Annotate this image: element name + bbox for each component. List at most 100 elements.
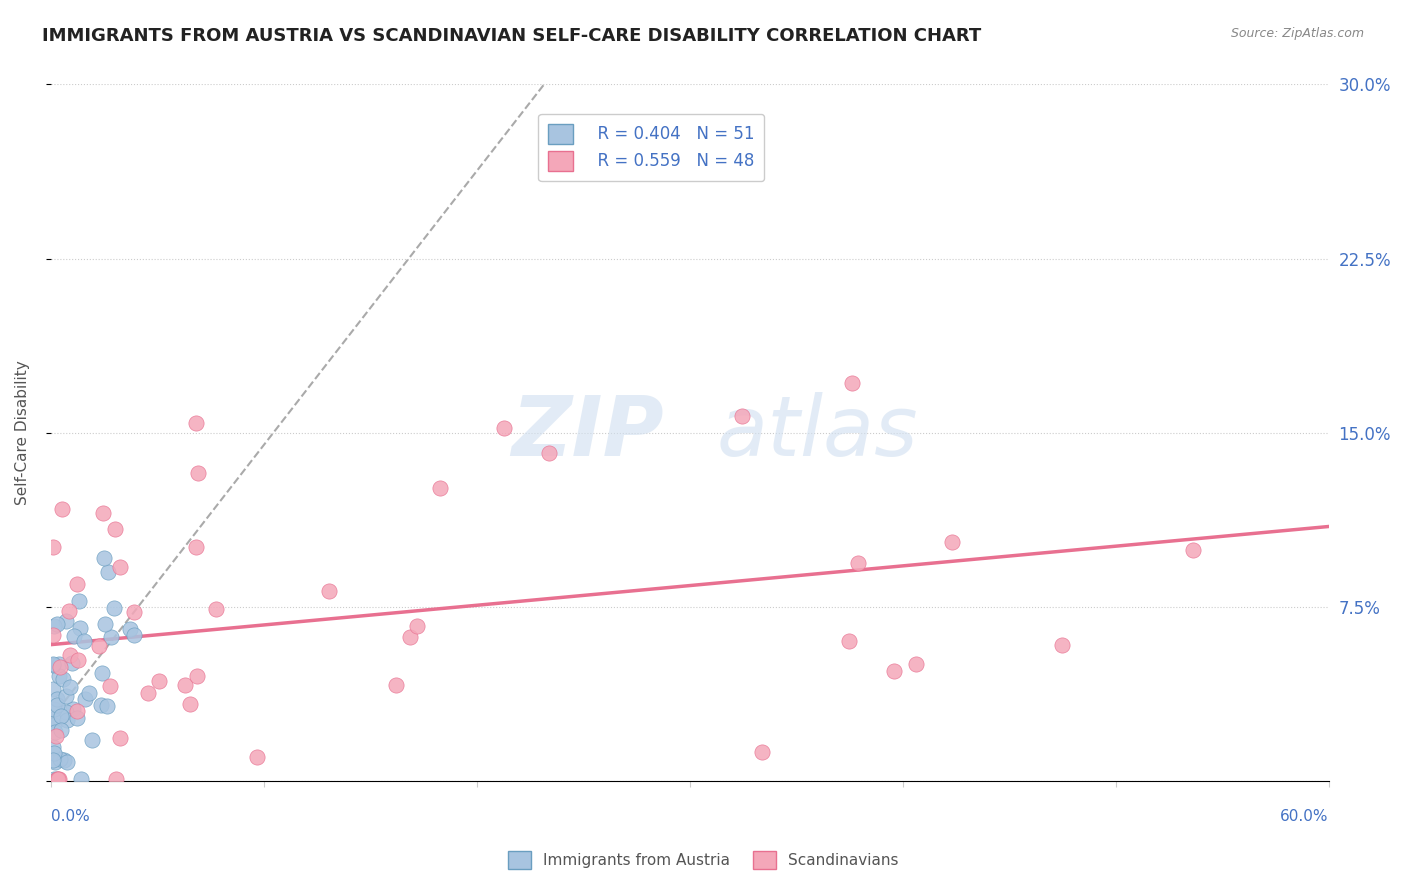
Point [70,772,93,786]
Point [100,630,122,644]
Point [52,672,75,686]
Point [110,560,132,574]
Point [55,705,77,719]
Point [62,702,84,716]
Point [399,630,422,644]
Point [48,668,70,682]
Point [42,753,65,767]
Point [841,376,863,390]
Text: 0.0%: 0.0% [51,809,90,824]
Point [91,666,114,681]
Point [42,712,65,726]
Point [45,692,67,706]
Point [48,772,70,786]
Point [49,752,72,766]
Point [429,481,451,495]
Point [537,445,560,459]
Point [42,718,65,732]
Point [44,619,66,633]
Point [42,682,65,697]
Point [883,665,905,679]
Point [105,772,128,786]
Point [148,673,170,688]
Point [46,772,69,786]
Y-axis label: Self-Care Disability: Self-Care Disability [15,360,30,505]
Point [187,467,209,481]
Point [60,657,83,671]
Point [44,702,66,716]
Point [66,577,89,591]
Point [66,710,89,724]
Point [108,731,131,746]
Point [941,535,963,549]
Point [45,698,67,712]
Point [73,634,96,648]
Point [846,556,869,570]
Point [52,754,75,768]
Point [77,686,100,700]
Point [42,628,65,642]
Point [904,657,927,671]
Point [100,679,122,693]
Point [318,584,340,599]
Point [90,698,112,713]
Point [46,772,69,786]
Point [1182,543,1205,558]
Point [56,713,79,727]
Point [179,697,201,711]
Point [75,691,97,706]
Point [97,565,120,579]
Point [63,629,86,643]
Point [122,606,145,620]
Point [48,657,70,671]
Point [42,772,65,786]
Point [730,409,752,423]
Point [46,772,69,786]
Point [406,619,429,633]
Point [42,657,65,672]
Point [46,617,69,632]
Point [184,541,207,555]
Point [385,678,408,692]
Point [55,755,77,769]
Point [186,416,208,430]
Point [87,640,110,654]
Point [94,616,117,631]
Text: atlas: atlas [717,392,918,474]
Point [58,604,80,618]
Point [44,725,66,739]
Point [55,615,77,629]
Point [67,653,90,667]
Point [59,680,82,694]
Point [67,593,90,607]
Point [51,502,73,516]
Point [42,739,65,754]
Point [44,755,66,769]
Legend:   R = 0.404   N = 51,   R = 0.559   N = 48: R = 0.404 N = 51, R = 0.559 N = 48 [538,113,765,181]
Point [246,750,269,764]
Point [104,523,127,537]
Point [136,686,159,700]
Point [103,600,125,615]
Point [186,669,208,683]
Point [42,746,65,760]
Text: 60.0%: 60.0% [1279,809,1329,824]
Point [174,678,197,692]
Point [492,421,515,435]
Legend: Immigrants from Austria, Scandinavians: Immigrants from Austria, Scandinavians [502,845,904,875]
Point [51,708,73,723]
Point [122,627,145,641]
Point [1050,638,1073,652]
Point [49,723,72,737]
Point [42,540,65,554]
Point [49,660,72,674]
Point [45,729,67,743]
Point [93,550,115,565]
Text: Source: ZipAtlas.com: Source: ZipAtlas.com [1230,27,1364,40]
Point [96,699,118,714]
Point [80,732,103,747]
Point [55,689,77,703]
Point [751,745,773,759]
Point [838,634,860,648]
Text: IMMIGRANTS FROM AUSTRIA VS SCANDINAVIAN SELF-CARE DISABILITY CORRELATION CHART: IMMIGRANTS FROM AUSTRIA VS SCANDINAVIAN … [42,27,981,45]
